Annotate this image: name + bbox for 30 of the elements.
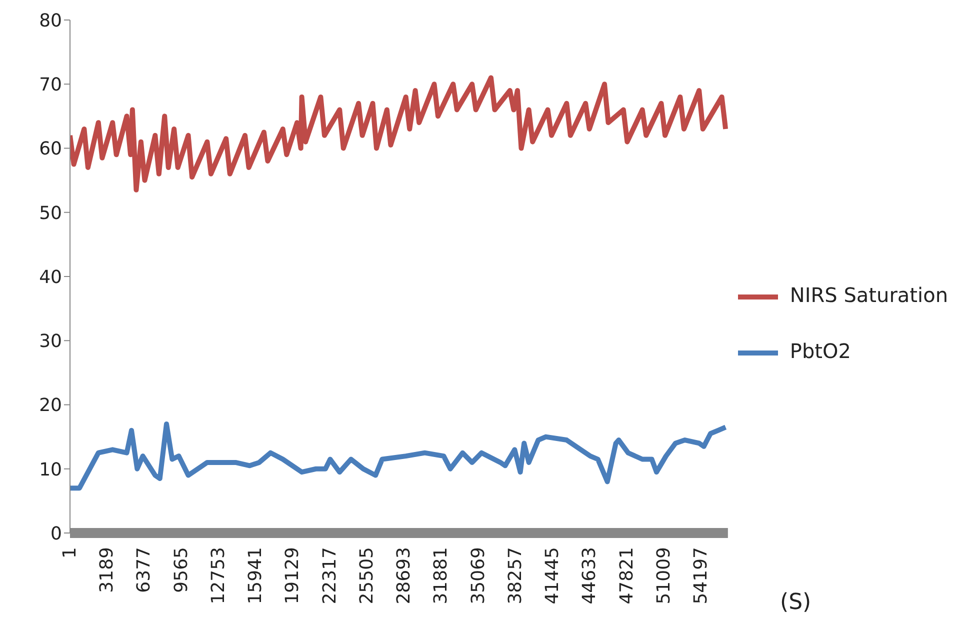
x-tick-label: 47821	[616, 547, 638, 604]
x-axis-title: (S)	[780, 590, 812, 615]
y-tick-label: 50	[39, 202, 62, 224]
x-tick-label: 35069	[468, 547, 489, 604]
y-tick-label: 60	[39, 138, 62, 160]
y-tick-label: 20	[39, 395, 62, 416]
x-tick-label: 12753	[208, 547, 229, 604]
x-tick-label: 6377	[134, 547, 155, 593]
legend-label: NIRS Saturation	[790, 283, 948, 307]
x-tick-label: 38257	[504, 547, 526, 604]
y-tick-label: 40	[39, 266, 62, 288]
legend-label: PbtO2	[790, 339, 851, 363]
x-tick-label: 41445	[542, 547, 564, 604]
x-tick-label: 31881	[430, 547, 452, 604]
x-tick-label: 19129	[282, 547, 304, 604]
x-tick-label: 1	[60, 547, 80, 558]
y-tick-label: 30	[39, 331, 62, 352]
x-tick-label: 9565	[170, 547, 192, 593]
x-tick-label: 54197	[690, 547, 712, 604]
y-tick-label: 10	[39, 459, 62, 480]
y-tick-label: 0	[50, 523, 62, 544]
x-tick-label: 22317	[319, 547, 340, 604]
y-tick-label: 80	[39, 10, 62, 32]
x-tick-label: 15941	[245, 547, 266, 604]
x-tick-label: 25505	[356, 547, 378, 604]
y-tick-label: 70	[39, 74, 62, 96]
x-tick-label: 28693	[394, 547, 415, 604]
x-tick-label: 51009	[653, 547, 674, 604]
x-tick-label: 3189	[96, 547, 118, 593]
x-tick-label: 44633	[579, 547, 600, 604]
